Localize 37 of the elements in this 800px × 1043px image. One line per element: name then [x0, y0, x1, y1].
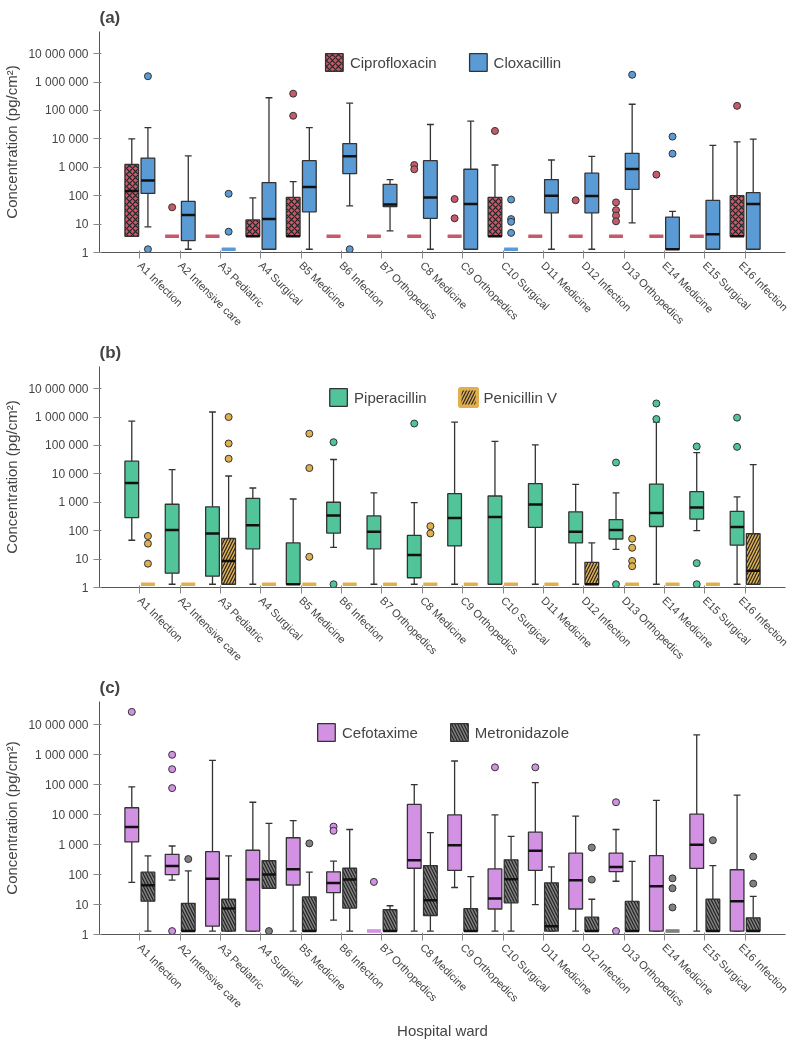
y-tick-label: 1 000 000 [35, 75, 89, 90]
y-tick-label: 1 000 000 [35, 747, 89, 762]
legend-label: Cloxacillin [493, 53, 562, 71]
y-tick-label: 10 [75, 897, 89, 912]
legend-label: Piperacillin [354, 388, 427, 406]
y-tick-label: 10 000 000 [28, 381, 89, 396]
y-tick-label: 100 000 [45, 438, 89, 453]
chart-title: (b) [99, 342, 122, 362]
chart-title: (c) [99, 677, 121, 697]
y-tick-label: 10 000 [51, 131, 89, 146]
legend-label: Metronidazole [474, 723, 570, 741]
y-tick-label: 10 [75, 217, 89, 232]
x-axis-title: Hospital ward [397, 1022, 488, 1040]
y-axis-title: Concentration (pg/cm²) [3, 400, 21, 554]
y-tick-label: 1 000 [58, 160, 89, 175]
legend-label: Cefotaxime [341, 723, 418, 741]
legend-label: Penicillin V [483, 388, 557, 406]
y-tick-label: 1 [81, 580, 89, 595]
y-axis-title: Concentration (pg/cm²) [3, 65, 21, 219]
y-axis-title: Concentration (pg/cm²) [3, 741, 21, 895]
y-tick-label: 1 [81, 927, 89, 942]
y-tick-label: 1 [81, 245, 89, 260]
y-tick-label: 10 000 [51, 807, 89, 822]
y-tick-label: 100 [68, 867, 89, 882]
y-tick-label: 100 [68, 523, 89, 538]
y-tick-label: 100 000 [45, 777, 89, 792]
y-tick-label: 10 [75, 552, 89, 567]
y-tick-label: 1 000 000 [35, 410, 89, 425]
y-tick-label: 10 000 [51, 466, 89, 481]
y-tick-label: 100 000 [45, 103, 89, 118]
y-tick-label: 10 000 000 [28, 717, 89, 732]
y-tick-label: 1 000 [58, 837, 89, 852]
y-tick-label: 10 000 000 [28, 46, 89, 61]
y-tick-label: 1 000 [58, 495, 89, 510]
chart-title: (a) [99, 7, 121, 27]
y-tick-label: 100 [68, 188, 89, 203]
legend-label: Ciprofloxacin [349, 53, 437, 71]
